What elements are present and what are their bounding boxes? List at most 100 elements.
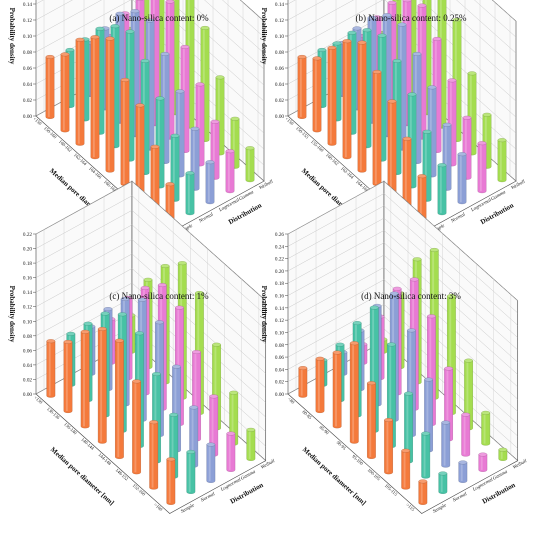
bar-highlight [191, 407, 194, 466]
bar-highlight [117, 340, 120, 457]
bar-highlight [197, 84, 200, 165]
bar-sample-1 [45, 55, 55, 119]
bar-sample-8 [418, 479, 428, 505]
chart-panel-2: 0.000.020.040.060.080.100.120.140.160.18… [260, 0, 527, 235]
gridline [240, 0, 265, 22]
y-axis-title: Probability density [260, 8, 268, 65]
bar-top [452, 18, 462, 22]
bar-body [367, 382, 376, 459]
panel-title: (b) Nano-silica content: 0.25% [356, 13, 467, 23]
bar-top [120, 296, 130, 301]
bar-top [438, 471, 448, 476]
y-tick-label: 0.10 [23, 34, 32, 40]
bar-top [132, 379, 141, 384]
gridline [383, 181, 518, 301]
bar-top [125, 29, 135, 34]
y-tick-label: 0.02 [275, 380, 284, 386]
y-tick-label: 0.20 [275, 269, 284, 275]
bar-highlight [62, 54, 65, 131]
bar-top [407, 328, 416, 333]
bar-highlight [214, 344, 217, 429]
bar-sample-7 [135, 103, 145, 200]
bar-highlight [374, 71, 377, 184]
bar-sample-5 [105, 36, 115, 173]
bar-body [132, 381, 141, 475]
bar-body [418, 481, 428, 505]
bar-highlight [168, 459, 171, 503]
y-tick-label: 0.06 [23, 66, 32, 72]
bar-top [392, 286, 402, 291]
bar-sample-2 [315, 356, 325, 413]
bar-highlight [228, 433, 231, 470]
bar-body [60, 54, 70, 133]
bar-body [401, 450, 411, 490]
y-axis-title: Probability density [8, 8, 16, 65]
bar-sample-3 [80, 329, 90, 429]
bar-sample-3 [332, 350, 342, 429]
bar-top [229, 390, 239, 395]
bar-gamma-7 [461, 412, 471, 457]
bar-top [418, 479, 428, 484]
bar-top [437, 163, 447, 168]
gridline [492, 0, 517, 22]
bar-body [372, 71, 382, 186]
bar-body [245, 148, 255, 183]
bar-top [192, 350, 201, 354]
bar-highlight [352, 343, 355, 442]
bar-top [417, 174, 427, 179]
bar-top [100, 311, 110, 316]
bar-body [205, 162, 215, 205]
bar-top [97, 326, 107, 331]
bar-weibull-8 [246, 427, 256, 461]
bar-top [103, 307, 113, 311]
bar-highlight [460, 462, 463, 481]
bar-highlight [208, 444, 211, 481]
bar-sample-6 [120, 78, 130, 186]
bar-top [63, 339, 73, 344]
bar-normal-8 [438, 471, 448, 494]
bar-top [427, 314, 436, 319]
bar-body [384, 419, 393, 475]
bar-highlight [335, 352, 337, 427]
bar-top [349, 341, 359, 346]
bar-top [245, 146, 255, 151]
distribution-tick-label: Sample [431, 223, 447, 235]
bar-sample-5 [357, 40, 367, 173]
y-tick-label: 0.22 [23, 232, 32, 238]
bar-top [160, 52, 170, 56]
bar-highlight [389, 101, 392, 198]
bar-highlight [174, 366, 177, 451]
bar-top [477, 141, 487, 146]
y-tick-label: 0.22 [275, 257, 284, 263]
bar-top [130, 9, 140, 14]
y-tick-label: 0.14 [23, 290, 32, 296]
bar-top [65, 48, 75, 52]
bar-top [172, 364, 181, 369]
bar-highlight [65, 341, 68, 412]
bar-sample-2 [312, 56, 322, 133]
bar-top [189, 405, 199, 410]
x-tick-label: 85-90 [319, 425, 331, 436]
bar-top [195, 291, 204, 295]
bar-sample-6 [132, 379, 141, 475]
bar-top [401, 448, 411, 453]
y-tick-label: 0.10 [275, 330, 284, 336]
bar-gamma-9 [225, 149, 235, 194]
bar-top [467, 71, 477, 76]
bar-top [205, 160, 215, 165]
bar-sample-3 [327, 45, 337, 146]
distribution-tick-label: Sample [432, 503, 448, 515]
y-tick-label: 0.14 [23, 2, 32, 8]
bar-top [424, 377, 433, 382]
bar-body [497, 140, 507, 183]
y-tick-label: 0.12 [275, 18, 284, 24]
bar-highlight [187, 173, 190, 214]
chart-panel-3: 0.00 0.02 0.04 0.06 0.08 0.10 0.12 0.14 0.16 0.18… [8, 180, 276, 515]
bar-top [180, 45, 190, 49]
bar-top [412, 257, 422, 262]
bar-normal-9 [185, 171, 195, 216]
bar-top [335, 342, 345, 347]
bar-normal-8 [186, 449, 196, 494]
bar-top [115, 11, 125, 16]
